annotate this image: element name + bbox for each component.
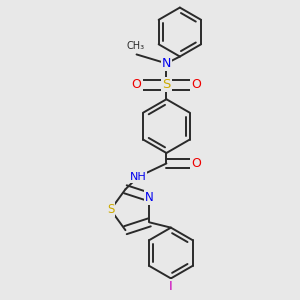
Text: S: S [162,78,171,92]
Text: O: O [191,78,201,92]
Text: O: O [132,78,142,92]
Text: CH₃: CH₃ [126,41,144,51]
Text: I: I [169,280,173,293]
Text: N: N [162,57,171,70]
Text: O: O [191,157,201,170]
Text: S: S [107,203,114,216]
Text: NH: NH [130,172,146,182]
Text: N: N [145,190,154,204]
